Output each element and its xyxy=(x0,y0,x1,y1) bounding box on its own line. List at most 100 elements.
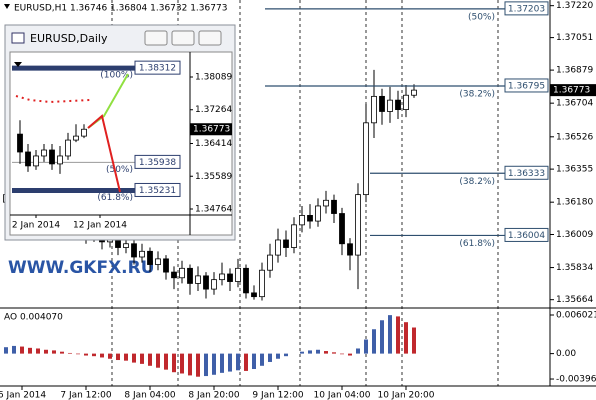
ao-bar xyxy=(412,327,416,354)
ao-bar xyxy=(356,348,360,354)
x-tick-label: 10 Jan 20:00 xyxy=(378,391,435,400)
inset-plot xyxy=(9,51,233,236)
ao-bar xyxy=(252,353,256,370)
candle-body xyxy=(403,94,409,110)
ao-bar xyxy=(100,353,104,358)
candle-body xyxy=(331,199,337,214)
indicator-label: AO 0.004070 xyxy=(4,313,63,323)
candle-body xyxy=(411,89,417,96)
candle-body xyxy=(195,275,201,284)
fibo-percent: (61.8%) xyxy=(97,193,133,203)
ao-bar xyxy=(220,353,224,373)
candle-body xyxy=(387,99,393,112)
candle-body xyxy=(219,273,225,281)
candle-body xyxy=(363,122,369,196)
candle-body xyxy=(347,243,353,256)
price-label: 1.36773 xyxy=(553,86,590,96)
candle-body xyxy=(275,239,281,256)
candle-body xyxy=(73,135,79,141)
ao-bar xyxy=(52,350,56,354)
window-button[interactable] xyxy=(198,30,222,46)
fibo-value: 1.37203 xyxy=(508,4,545,14)
forecast-dots xyxy=(15,95,91,104)
ao-bar xyxy=(76,353,80,355)
ao-bar xyxy=(324,351,328,354)
fibo-value: 1.36004 xyxy=(508,231,545,241)
x-tick-label: 2 Jan 2014 xyxy=(12,221,60,231)
x-tick-label: 10 Jan 04:00 xyxy=(314,391,371,400)
fibo-box xyxy=(134,182,181,197)
forecast-down xyxy=(87,114,121,193)
candle-body xyxy=(259,269,265,298)
y-tick-label: 0.00 xyxy=(556,349,576,359)
ao-bar xyxy=(180,353,184,374)
fibo-percent: (61.8%) xyxy=(459,239,495,249)
fibo-percent: (38.2%) xyxy=(459,177,495,187)
ao-bar xyxy=(164,353,168,370)
candle-body xyxy=(251,292,257,298)
ao-bar xyxy=(156,353,160,368)
y-tick-label: 1.38089 xyxy=(195,72,232,82)
candle-body xyxy=(323,199,329,207)
candle-body xyxy=(155,258,161,265)
ao-bar xyxy=(28,347,32,354)
x-tick-label: 8 Jan 20:00 xyxy=(188,391,240,400)
candle-body xyxy=(179,267,185,279)
candle-body xyxy=(243,267,249,294)
ao-bar xyxy=(148,353,152,366)
ao-bar xyxy=(92,353,96,357)
fibo-percent: (38.2%) xyxy=(459,89,495,99)
ao-bar xyxy=(172,353,176,373)
y-tick-label: 1.37264 xyxy=(195,105,232,115)
y-tick-label: 1.36009 xyxy=(556,230,593,240)
ao-bar xyxy=(196,353,200,377)
y-tick-label: 1.36704 xyxy=(556,99,593,109)
candle-body xyxy=(395,99,401,110)
y-tick-label: 1.35834 xyxy=(556,263,593,273)
ao-bar xyxy=(388,315,392,354)
chart-title: EURUSD,H1 1.36746 1.36804 1.36732 1.3677… xyxy=(14,4,227,14)
candle-body xyxy=(147,250,153,265)
candle-body xyxy=(81,128,87,137)
candle-body xyxy=(267,254,273,271)
ao-bar xyxy=(204,353,208,377)
ao-bar xyxy=(300,351,304,354)
ao-bar xyxy=(124,353,128,361)
ao-bar xyxy=(188,353,192,376)
ao-bar xyxy=(372,329,376,354)
ao-bar xyxy=(4,347,8,354)
candle-body xyxy=(315,205,321,222)
candle-body xyxy=(187,267,193,284)
y-tick-label: 1.35664 xyxy=(556,295,593,305)
ao-bar xyxy=(212,353,216,375)
candle-body xyxy=(371,95,377,124)
window-icon xyxy=(11,32,25,44)
fibo-box xyxy=(504,165,549,180)
candle-body xyxy=(307,215,313,222)
window-button[interactable] xyxy=(171,30,195,46)
ao-bar xyxy=(44,349,48,354)
candle-body xyxy=(203,275,209,290)
ao-bar xyxy=(12,345,16,354)
candle-body xyxy=(283,239,289,248)
ao-bar xyxy=(316,349,320,354)
ao-bar xyxy=(284,353,288,357)
y-tick-label: -0.003962 xyxy=(556,375,596,385)
x-tick-label: 12 Jan 2014 xyxy=(73,221,127,231)
ao-bar xyxy=(332,352,336,354)
fibo-value: 1.35231 xyxy=(139,186,176,196)
fibo-box xyxy=(134,60,181,75)
fibo-value: 1.36333 xyxy=(508,169,545,179)
ao-bar xyxy=(404,322,408,354)
x-tick-label: 8 Jan 04:00 xyxy=(124,391,176,400)
window-button[interactable] xyxy=(144,30,168,46)
ao-bar xyxy=(244,353,248,371)
ao-bar xyxy=(380,320,384,354)
fibo-box xyxy=(504,1,549,16)
candle-body xyxy=(123,243,129,248)
ao-bar xyxy=(396,316,400,354)
candle-body xyxy=(17,133,23,153)
ao-bar xyxy=(36,348,40,354)
fibo-value: 1.38312 xyxy=(139,64,176,74)
price-box xyxy=(550,84,596,97)
